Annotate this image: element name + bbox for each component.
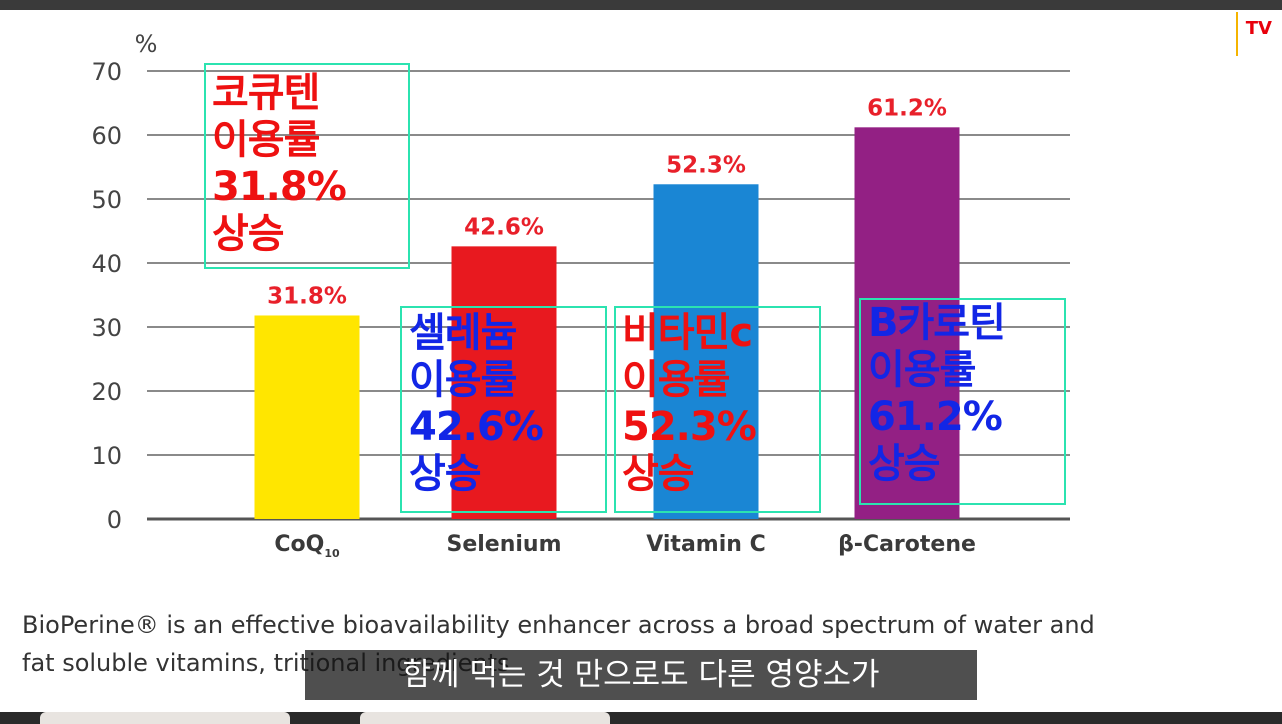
video-subtitle: 함께 먹는 것 만으로도 다른 영양소가: [305, 650, 977, 700]
y-tick-label: 40: [91, 250, 122, 278]
bar-3: [653, 184, 759, 519]
caption-line-1: BioPerine® is an effective bioavailabili…: [22, 611, 1095, 639]
x-tick-label: Vitamin C: [646, 532, 765, 557]
y-tick-label: 0: [107, 506, 122, 534]
y-tick-label: 70: [91, 58, 122, 86]
overlay-text-vitamin-c: 비타민c 이용률 52.3% 상승: [622, 310, 757, 498]
bar-4: [854, 127, 960, 519]
y-axis-label: %: [135, 30, 158, 58]
y-tick-label: 60: [91, 122, 122, 150]
overlay-line: 상승: [409, 451, 482, 497]
x-tick-subscript: 10: [324, 547, 340, 560]
x-tick-label: CoQ10: [274, 532, 340, 560]
overlay-line: 코큐텐: [212, 70, 320, 116]
data-label: 61.2%: [867, 95, 947, 121]
overlay-text-selenium: 셀레늄 이용률 42.6% 상승: [409, 310, 544, 498]
data-label: 42.6%: [464, 214, 544, 240]
overlay-line: 이용률: [622, 357, 730, 403]
overlay-box-vitamin-c: [614, 306, 821, 513]
overlay-line: 31.8%: [212, 164, 347, 210]
overlay-line: 상승: [622, 451, 695, 497]
overlay-line: 셀레늄: [409, 310, 517, 356]
overlay-line: 42.6%: [409, 404, 544, 450]
overlay-line: 비타민c: [622, 310, 753, 356]
x-tick-label: Selenium: [446, 532, 561, 557]
overlay-box-coq10: [204, 63, 410, 269]
overlay-text-coq10: 코큐텐 이용률 31.8% 상승: [212, 70, 347, 258]
x-tick-label: β-Carotene: [838, 532, 976, 557]
bar-chart: 0 10 20 30 40 50 60 70% 31.8% CoQ10 42.6% Selenium 5…: [91, 30, 1070, 560]
bar-1: [254, 315, 360, 519]
overlay-line: 61.2%: [868, 394, 1003, 440]
overlay-line: 이용률: [868, 347, 976, 393]
y-tick-label: 20: [91, 378, 122, 406]
presenter-thumbnail-right: [360, 712, 610, 724]
channel-badge: TV: [1235, 12, 1272, 56]
y-tick-label: 30: [91, 314, 122, 342]
data-label: 31.8%: [267, 283, 347, 309]
bar-2: [451, 246, 557, 520]
overlay-line: 상승: [212, 211, 285, 257]
y-tick-label: 10: [91, 442, 122, 470]
overlay-line: B카로틴: [868, 300, 1006, 346]
overlay-text-beta-carotene: B카로틴 이용률 61.2% 상승: [868, 300, 1006, 488]
video-bottom-strip: [0, 712, 1282, 724]
overlay-line: 이용률: [212, 117, 320, 163]
overlay-box-selenium: [400, 306, 607, 513]
overlay-box-beta-carotene: [859, 298, 1066, 505]
data-label: 52.3%: [666, 152, 746, 178]
presenter-thumbnail-left: [40, 712, 290, 724]
y-tick-label: 50: [91, 186, 122, 214]
overlay-line: 상승: [868, 441, 941, 487]
overlay-line: 이용률: [409, 357, 517, 403]
video-top-bar: [0, 0, 1282, 10]
overlay-line: 52.3%: [622, 404, 757, 450]
